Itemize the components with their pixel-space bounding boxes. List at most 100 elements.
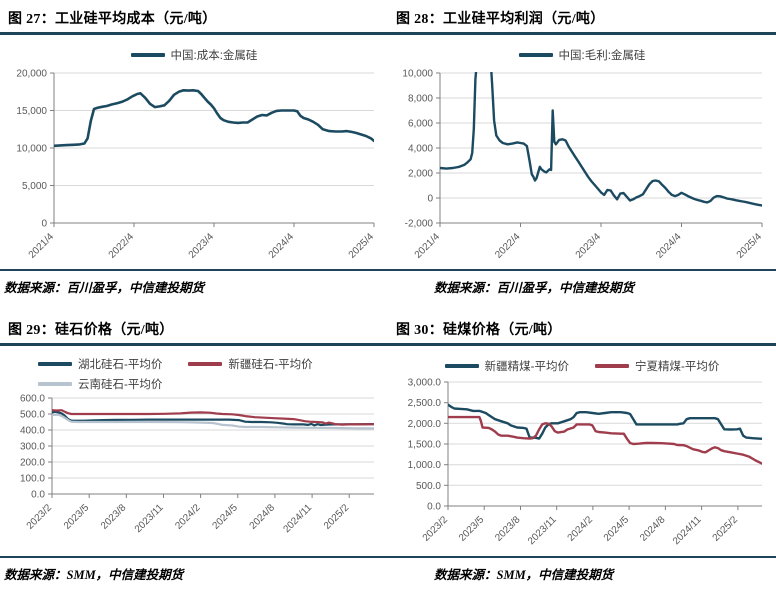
legend-silica-price: 湖北硅石-平均价 新疆硅石-平均价云南硅石-平均价 (38, 356, 350, 392)
figure-27-title: 图 27：工业硅平均成本（元/吨） (8, 12, 217, 27)
figure-27-title-cell: 图 27：工业硅平均成本（元/吨） (0, 4, 388, 32)
svg-text:2024/11: 2024/11 (671, 514, 704, 547)
chart-silicon-profit: 中国:毛利:金属硅 -2,000 0 2,000 4,000 6,000 8,000 10,… (388, 35, 776, 269)
svg-text:2024/5: 2024/5 (211, 502, 241, 532)
svg-text:2023/5: 2023/5 (457, 514, 487, 544)
legend-item: 中国:成本:金属硅 (130, 47, 258, 63)
legend-label: 湖北硅石-平均价 (78, 359, 163, 371)
svg-text:2025/2: 2025/2 (322, 502, 352, 532)
svg-text:2023/2: 2023/2 (25, 502, 55, 532)
legend-item: 新疆硅石-平均价 (188, 356, 313, 372)
source-cell: 数据来源：百川盈孚，中信建投期货 (388, 271, 776, 305)
svg-text:2023/4: 2023/4 (574, 231, 604, 261)
figure-28-title-cell: 图 28：工业硅平均利润（元/吨） (388, 4, 776, 32)
svg-text:2024/8: 2024/8 (638, 514, 668, 544)
svg-text:2024/5: 2024/5 (602, 514, 632, 544)
divider-rule (0, 32, 776, 35)
legend-item: 中国:毛利:金属硅 (518, 47, 646, 63)
legend-label: 中国:毛利:金属硅 (558, 50, 646, 62)
svg-text:400.0: 400.0 (20, 426, 45, 437)
legend-item: 新疆精煤-平均价 (444, 358, 569, 374)
svg-text:1,500.0: 1,500.0 (408, 440, 442, 451)
legend-silicon-profit: 中国:毛利:金属硅 (518, 45, 646, 65)
svg-text:15,000: 15,000 (16, 106, 47, 117)
line-chart-silicon-profit: -2,000 0 2,000 4,000 6,000 8,000 10,000 2021/4 2… (402, 69, 765, 261)
title-row-top: 图 27：工业硅平均成本（元/吨） 图 28：工业硅平均利润（元/吨） (0, 4, 776, 32)
chart-silicon-cost: 中国:成本:金属硅 0 5,000 10,000 15,000 20,000 2021/4… (0, 35, 388, 269)
chart-silica-price: 湖北硅石-平均价 新疆硅石-平均价 云南硅石-平均价 0.0 100.0 200.0 30… (0, 346, 388, 544)
svg-text:2022/4: 2022/4 (107, 231, 137, 261)
svg-text:2023/11: 2023/11 (526, 514, 559, 547)
svg-text:2025/4: 2025/4 (347, 231, 377, 261)
source-cell: 数据来源：SMM，中信建投期货 (388, 558, 776, 592)
divider-rule (0, 343, 776, 346)
title-row-bottom: 图 29：硅石价格（元/吨） 图 30：硅煤价格（元/吨） (0, 315, 776, 343)
legend-label: 中国:成本:金属硅 (170, 50, 258, 62)
figure-28-title: 图 28：工业硅平均利润（元/吨） (396, 12, 605, 27)
legend-silica-coal-price: 新疆精煤-平均价 宁夏精煤-平均价 (444, 356, 719, 376)
svg-text:2021/4: 2021/4 (413, 231, 443, 261)
svg-text:2024/2: 2024/2 (173, 502, 203, 532)
legend-label: 新疆硅石-平均价 (228, 359, 313, 371)
svg-text:2024/2: 2024/2 (566, 514, 596, 544)
legend-line-icon (38, 382, 72, 386)
svg-text:20,000: 20,000 (16, 69, 47, 80)
line-chart-silicon-cost: 0 5,000 10,000 15,000 20,000 2021/4 2022/4 2023… (16, 69, 377, 261)
source-text-fig27: 数据来源：百川盈孚，中信建投期货 (4, 281, 205, 295)
svg-text:3,000.0: 3,000.0 (408, 378, 442, 389)
svg-text:2025/4: 2025/4 (735, 231, 765, 261)
svg-text:5,000: 5,000 (22, 181, 47, 192)
figure-30-title-cell: 图 30：硅煤价格（元/吨） (388, 315, 776, 343)
source-row-top: 数据来源：百川盈孚，中信建投期货 数据来源：百川盈孚，中信建投期货 (0, 271, 776, 305)
source-text-fig29: 数据来源：SMM，中信建投期货 (4, 568, 184, 582)
svg-text:2023/2: 2023/2 (421, 514, 451, 544)
svg-text:1,000.0: 1,000.0 (408, 460, 442, 471)
chart-row-top: 中国:成本:金属硅 0 5,000 10,000 15,000 20,000 2021/4… (0, 35, 776, 269)
figure-29-title-cell: 图 29：硅石价格（元/吨） (0, 315, 388, 343)
divider-rule (0, 269, 776, 271)
legend-label: 宁夏精煤-平均价 (635, 361, 720, 373)
source-text-fig28: 数据来源：百川盈孚，中信建投期货 (434, 281, 635, 295)
line-chart-silica-coal-price: 0.0 500.0 1,000.0 1,500.0 2,000.0 2,500.0 3,00… (408, 378, 762, 547)
svg-text:100.0: 100.0 (20, 474, 45, 485)
legend-line-icon (518, 53, 553, 57)
legend-label: 云南硅石-平均价 (78, 379, 163, 391)
svg-text:2023/8: 2023/8 (99, 502, 129, 532)
svg-text:2,500.0: 2,500.0 (408, 398, 442, 409)
legend-line-icon (188, 362, 223, 366)
svg-text:0: 0 (41, 219, 47, 230)
svg-text:2024/11: 2024/11 (281, 502, 314, 535)
svg-text:2022/4: 2022/4 (493, 231, 523, 261)
svg-text:2023/11: 2023/11 (133, 502, 166, 535)
figure-30-title: 图 30：硅煤价格（元/吨） (396, 323, 562, 338)
legend-line-icon (444, 364, 479, 368)
source-cell: 数据来源：百川盈孚，中信建投期货 (0, 271, 388, 305)
svg-text:-2,000: -2,000 (405, 219, 434, 230)
chart-row-bottom: 湖北硅石-平均价 新疆硅石-平均价 云南硅石-平均价 0.0 100.0 200.0 30… (0, 346, 776, 556)
svg-text:10,000: 10,000 (402, 69, 433, 80)
legend-item: 宁夏精煤-平均价 (595, 358, 719, 374)
source-text-fig30: 数据来源：SMM，中信建投期货 (434, 568, 614, 582)
svg-text:0.0: 0.0 (427, 502, 441, 513)
legend-line-icon (38, 362, 72, 366)
svg-text:2023/5: 2023/5 (62, 502, 92, 532)
legend-item: 湖北硅石-平均价 (38, 356, 162, 372)
svg-text:0.0: 0.0 (31, 490, 45, 501)
svg-text:2021/4: 2021/4 (27, 231, 57, 261)
svg-text:2023/4: 2023/4 (187, 231, 217, 261)
svg-text:2024/4: 2024/4 (267, 231, 297, 261)
svg-text:500.0: 500.0 (416, 481, 441, 492)
chart-silica-coal-price: 新疆精煤-平均价 宁夏精煤-平均价 0.0 500.0 1,000.0 1,500.0 2… (388, 346, 776, 556)
figure-29-title: 图 29：硅石价格（元/吨） (8, 323, 174, 338)
svg-text:2,000.0: 2,000.0 (408, 419, 442, 430)
divider-rule (0, 556, 776, 558)
svg-text:200.0: 200.0 (20, 458, 45, 469)
svg-text:2024/8: 2024/8 (248, 502, 278, 532)
svg-text:2023/8: 2023/8 (493, 514, 523, 544)
svg-text:10,000: 10,000 (16, 144, 47, 155)
legend-label: 新疆精煤-平均价 (484, 361, 569, 373)
svg-text:6,000: 6,000 (408, 119, 433, 130)
legend-line-icon (595, 364, 629, 368)
